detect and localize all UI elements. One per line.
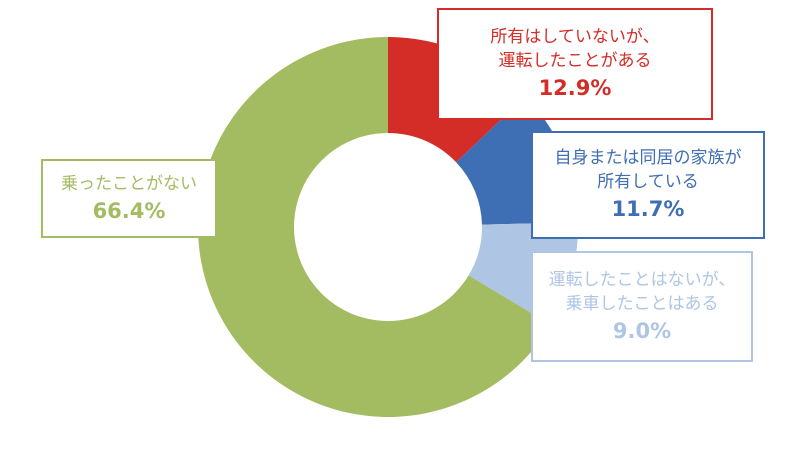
label-value-rode: 9.0% <box>612 318 672 343</box>
label-value-own: 11.7% <box>611 197 685 221</box>
label-box-drove: 所有はしていないが、 運転したことがある 12.9% <box>437 8 713 120</box>
label-name-rode: 運転したことはないが、 乗車したことはある <box>548 269 736 314</box>
label-box-own: 自身または同居の家族が 所有している 11.7% <box>531 131 765 239</box>
label-name-own: 自身または同居の家族が 所有している <box>554 148 742 192</box>
label-name-drove: 所有はしていないが、 運転したことがある <box>490 27 660 71</box>
slice-never <box>198 37 551 417</box>
label-value-never: 66.4% <box>92 198 166 223</box>
label-box-rode: 運転したことはないが、 乗車したことはある 9.0% <box>531 251 753 362</box>
label-box-never: 乗ったことがない 66.4% <box>41 159 217 238</box>
label-value-drove: 12.9% <box>538 76 612 100</box>
label-name-never: 乗ったことがない <box>61 173 197 194</box>
